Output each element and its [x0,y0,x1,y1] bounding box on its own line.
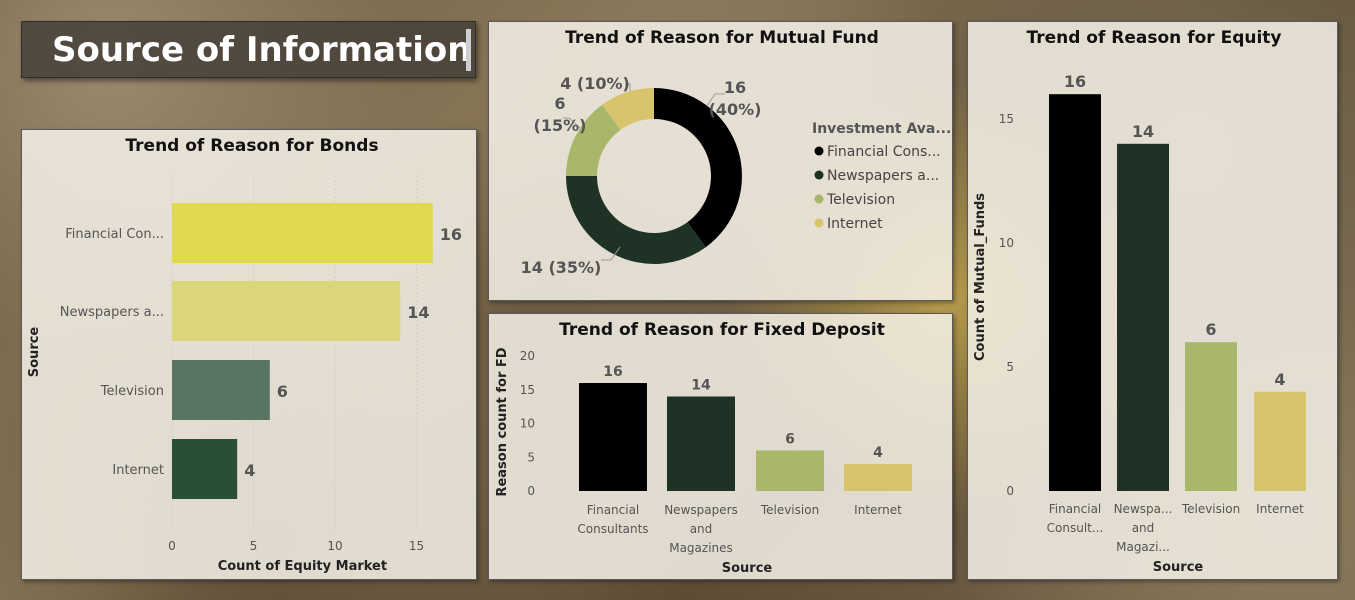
bonds-y-axis-label: Source [27,327,42,378]
fixed-deposit-chart-title: Trend of Reason for Fixed Deposit [559,320,885,340]
fixed-deposit-bar [844,464,912,491]
equity-category-label: Financial Consult... [1047,502,1104,535]
equity-bar [1049,94,1101,491]
equity-chart-title: Trend of Reason for Equity [1026,28,1281,48]
equity-bar [1117,143,1169,492]
bonds-bar [172,360,270,420]
header-accent-bar [466,29,471,71]
equity-chart-panel: Trend of Reason for Equity 0 5 10 15 16 Financ… [967,21,1338,580]
mutual-fund-data-label: 6 (15%) [534,94,587,135]
fixed-deposit-chart: Trend of Reason for Fixed Deposit 0 5 10 15 2… [495,320,912,576]
mutual-fund-legend-item: Newspapers a... [827,168,939,184]
fixed-deposit-y-tick-label: 5 [527,450,535,464]
fixed-deposit-bar [756,450,824,491]
mutual-fund-slice [566,104,621,176]
mutual-fund-leader-line [563,117,581,129]
mutual-fund-legend-marker [814,218,824,228]
mutual-fund-legend-marker [814,170,824,180]
mutual-fund-data-label: 14 (35%) [521,258,602,277]
bonds-chart-panel: Trend of Reason for Bonds 0 5 10 15 16 Financi… [21,129,477,580]
equity-data-label: 6 [1205,320,1216,339]
fixed-deposit-y-tick-label: 15 [520,383,535,397]
bonds-category-label: Television [100,384,164,399]
equity-data-label: 14 [1132,122,1154,141]
equity-data-label: 4 [1274,370,1285,389]
bonds-x-axis-label: Count of Equity Market [218,559,387,574]
bonds-x-tick-label: 5 [250,539,258,553]
fixed-deposit-y-tick-label: 10 [520,417,535,431]
bonds-bar [172,203,433,263]
fixed-deposit-category-label: Television [760,503,819,517]
bonds-x-tick-label: 15 [409,539,424,553]
bonds-category-label: Financial Con... [65,227,164,242]
equity-x-axis-label: Source [1153,560,1204,575]
bonds-bar [172,281,401,341]
bonds-category-label: Internet [112,463,164,478]
fixed-deposit-data-label: 14 [691,378,711,394]
bonds-chart-title: Trend of Reason for Bonds [125,136,378,156]
bonds-x-tick-label: 0 [168,539,176,553]
mutual-fund-data-label: 4 (10%) [560,74,630,93]
bonds-data-label: 14 [407,303,429,322]
fixed-deposit-bar [579,383,647,491]
fixed-deposit-y-tick-label: 20 [520,349,535,363]
equity-category-label: Newspa... and Magazi... [1114,502,1173,554]
mutual-fund-legend-title: Investment Ava... [812,121,951,137]
mutual-fund-legend-item: Financial Cons... [827,144,941,160]
equity-data-label: 16 [1064,72,1086,91]
fixed-deposit-y-tick-label: 0 [527,484,535,498]
page-header: Source of Information [21,21,476,78]
bonds-bar [172,439,238,499]
bonds-data-label: 6 [277,382,288,401]
fixed-deposit-chart-panel: Trend of Reason for Fixed Deposit 0 5 10 15 2… [488,313,953,580]
bonds-x-tick-label: 10 [327,539,342,553]
bonds-chart: Trend of Reason for Bonds 0 5 10 15 16 Financi… [27,136,462,574]
fixed-deposit-category-label: Internet [854,503,902,517]
page-title: Source of Information [52,30,472,70]
mutual-fund-legend-marker [814,194,824,204]
fixed-deposit-category-label: Financial Consultants [577,503,648,536]
mutual-fund-chart-title: Trend of Reason for Mutual Fund [565,28,879,48]
mutual-fund-leader-line [625,83,631,91]
mutual-fund-legend-item: Television [826,192,895,208]
fixed-deposit-data-label: 6 [785,432,795,448]
mutual-fund-chart: Trend of Reason for Mutual Fund 16 (40%) 14… [521,28,952,277]
equity-category-label: Television [1181,502,1240,516]
equity-category-label: Internet [1256,502,1304,516]
equity-y-tick-label: 10 [999,236,1014,250]
mutual-fund-data-label: 16 (40%) [709,78,762,119]
equity-chart: Trend of Reason for Equity 0 5 10 15 16 Financ… [973,28,1306,575]
fixed-deposit-bar [667,396,735,491]
fixed-deposit-category-label: Newspapers and Magazines [664,503,738,555]
equity-bar [1185,342,1237,491]
mutual-fund-legend-marker [814,146,824,156]
fixed-deposit-data-label: 16 [603,364,622,380]
mutual-fund-leader-line [706,93,725,107]
mutual-fund-slice [566,176,706,264]
fixed-deposit-data-label: 4 [873,445,883,461]
mutual-fund-slice [602,88,654,130]
mutual-fund-leader-line [601,246,621,261]
mutual-fund-slice [654,88,742,248]
bonds-data-label: 16 [440,225,462,244]
equity-bar [1254,391,1306,491]
mutual-fund-legend-item: Internet [827,216,883,232]
equity-y-tick-label: 0 [1006,484,1014,498]
equity-y-tick-label: 5 [1006,360,1014,374]
mutual-fund-chart-panel: Trend of Reason for Mutual Fund 16 (40%) 14… [488,21,953,301]
fixed-deposit-x-axis-label: Source [722,561,773,576]
bonds-category-label: Newspapers a... [60,305,164,320]
equity-y-axis-label: Count of Mutual_Funds [973,193,988,361]
fixed-deposit-y-axis-label: Reason count for FD [495,347,510,496]
equity-y-tick-label: 15 [999,112,1014,126]
bonds-data-label: 4 [244,461,255,480]
